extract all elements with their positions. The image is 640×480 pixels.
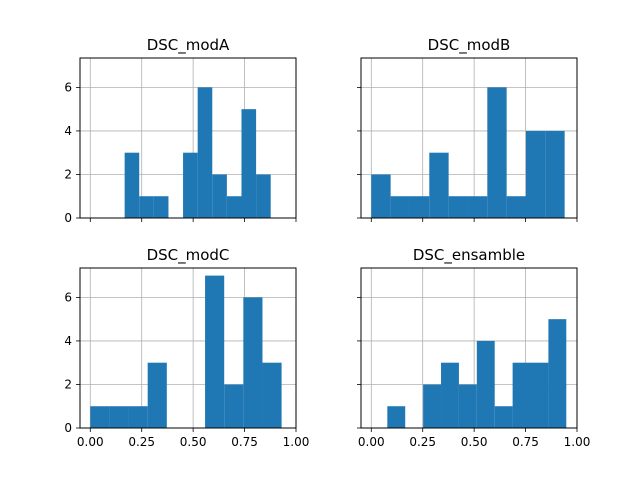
y-tick-label: 6 <box>64 80 72 94</box>
y-tick-label: 0 <box>64 421 72 435</box>
x-tick-label: 0.50 <box>180 435 207 449</box>
subplot-4: 0.00 0.25 0.50 0.75 1.00 DSC_ensamble <box>357 246 590 449</box>
histogram-bar <box>441 362 459 428</box>
histogram-bar <box>371 174 391 218</box>
histogram-bar <box>506 196 526 218</box>
x-tick-label: 0.75 <box>512 435 539 449</box>
histogram-bar <box>197 87 213 218</box>
x-tick-label: 0.25 <box>128 435 155 449</box>
x-tick-label: 1.00 <box>283 435 310 449</box>
histogram-bar <box>387 406 406 428</box>
subplot-title: DSC_modA <box>147 36 230 55</box>
histogram-bar <box>429 152 449 218</box>
x-tick-label: 0.00 <box>77 435 104 449</box>
axes-frame <box>360 267 578 429</box>
y-tick-label: 4 <box>64 124 72 138</box>
histogram-bar <box>90 406 110 428</box>
histogram-bar <box>409 196 430 218</box>
histogram-bar <box>494 406 513 428</box>
histogram-bar <box>226 196 242 218</box>
histogram-bar <box>128 406 148 428</box>
histogram-bar <box>205 275 225 428</box>
histogram-bar <box>423 384 442 428</box>
subplot-title: DSC_modC <box>147 246 230 265</box>
histogram-bar <box>548 319 567 428</box>
x-tick-label: 0.75 <box>231 435 258 449</box>
histogram-bar <box>139 196 154 218</box>
y-tick-label: 2 <box>64 377 72 391</box>
histogram-bar <box>467 196 488 218</box>
axes-frame <box>79 57 297 219</box>
x-tick-label: 1.00 <box>564 435 591 449</box>
y-tick-label: 6 <box>64 290 72 304</box>
histogram-bar <box>487 87 507 218</box>
subplot-title: DSC_ensamble <box>413 246 525 265</box>
histogram-bar <box>256 174 271 218</box>
histogram-bar <box>458 384 477 428</box>
x-tick-label: 0.50 <box>461 435 488 449</box>
histogram-bar <box>525 130 546 218</box>
histogram-bar <box>530 362 549 428</box>
histogram-bar <box>241 109 257 218</box>
y-tick-label: 2 <box>64 167 72 181</box>
histogram-bar <box>262 362 282 428</box>
subplot-3: 0.00 0.25 0.50 0.75 1.00 0 2 4 6 DSC_modC <box>64 246 309 449</box>
axes-frame <box>79 267 297 429</box>
y-tick-label: 4 <box>64 334 72 348</box>
subplot-2: DSC_modB <box>357 36 578 222</box>
histogram-bar <box>183 152 198 218</box>
subplot-title: DSC_modB <box>428 36 511 55</box>
histogram-bar <box>212 174 227 218</box>
histogram-bar <box>224 384 244 428</box>
histogram-bar <box>124 152 140 218</box>
histogram-bar <box>109 406 129 428</box>
histogram-bar <box>243 297 263 428</box>
histogram-bar <box>512 362 531 428</box>
histogram-bar <box>147 362 167 428</box>
subplots: 0 2 4 6 DSC_modA DSC_modB 0.00 0.25 0.50 0.75 1.00… <box>64 36 590 449</box>
histogram-bar <box>448 196 468 218</box>
y-tick-label: 0 <box>64 211 72 225</box>
histogram-bar <box>476 340 495 428</box>
axes-frame <box>360 57 578 219</box>
histogram-bar <box>545 130 565 218</box>
histogram-bar <box>153 196 169 218</box>
x-tick-label: 0.25 <box>409 435 436 449</box>
histogram-bar <box>390 196 410 218</box>
subplot-1: 0 2 4 6 DSC_modA <box>64 36 297 225</box>
x-tick-label: 0.00 <box>358 435 385 449</box>
